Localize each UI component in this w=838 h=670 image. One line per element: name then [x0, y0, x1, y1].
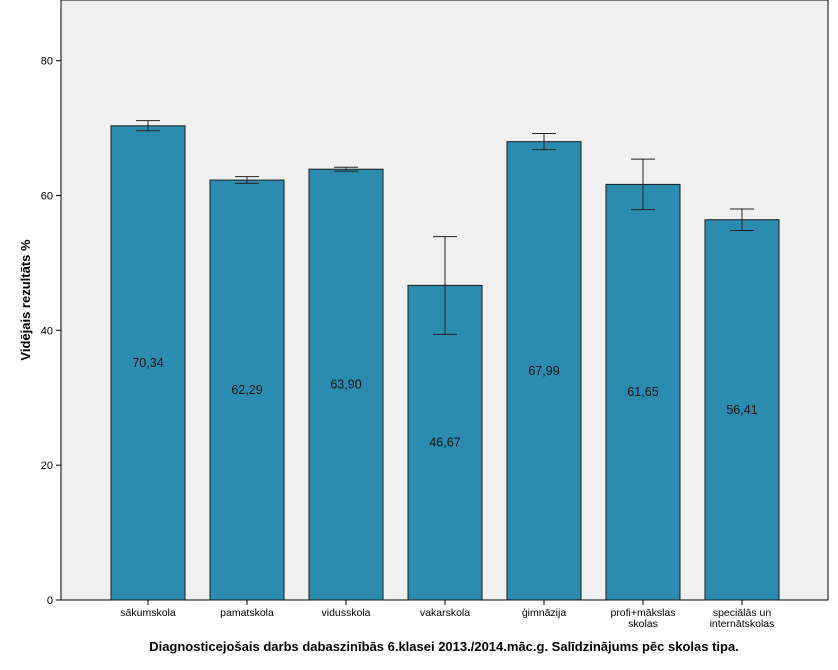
x-tick-label: profi+mākslas skolas: [610, 607, 675, 630]
y-tick-label: 0: [47, 595, 53, 607]
value-label: 63,90: [330, 378, 361, 392]
value-label: 56,41: [726, 403, 757, 417]
error-bar: [235, 176, 259, 184]
y-tick-label: 20: [41, 460, 53, 472]
error-bar: [532, 132, 556, 151]
y-axis: 0 20 40 60 80: [41, 56, 61, 607]
x-axis: sākumskola pamatskola vidusskola vakarskola…: [120, 600, 774, 630]
value-label: 62,29: [231, 383, 262, 397]
error-bar: [433, 236, 457, 335]
bar: [110, 125, 186, 601]
bars-group: [110, 125, 780, 601]
x-tick-label: vakarskola: [420, 607, 470, 619]
bar: [605, 183, 681, 601]
x-tick-label: ģimnāzija: [522, 606, 567, 619]
x-tick-label: sākumskola: [120, 607, 176, 619]
value-label: 70,34: [132, 356, 163, 370]
error-bar: [136, 120, 160, 132]
x-tick-label: vidusskola: [321, 607, 370, 619]
y-tick-label: 40: [41, 325, 53, 337]
y-axis-title: Vidējais rezultāts %: [18, 239, 33, 361]
error-bars-group: [136, 120, 754, 335]
x-axis-title: Diagnosticejošais darbs dabaszinībās 6.k…: [149, 639, 739, 654]
value-labels-group: 70,34 62,29 63,90 46,67 67,99 61,65 56,41: [132, 356, 757, 450]
x-tick-label: pamatskola: [220, 607, 274, 619]
y-tick-label: 60: [41, 191, 53, 203]
value-label: 61,65: [627, 385, 658, 399]
error-bar: [631, 158, 655, 211]
x-tick-label: speciālās un internātskolas: [710, 607, 775, 630]
error-bar: [334, 166, 358, 172]
y-tick-label: 80: [41, 56, 53, 68]
error-bar: [730, 208, 754, 232]
value-label: 67,99: [528, 364, 559, 378]
value-label: 46,67: [429, 436, 460, 450]
